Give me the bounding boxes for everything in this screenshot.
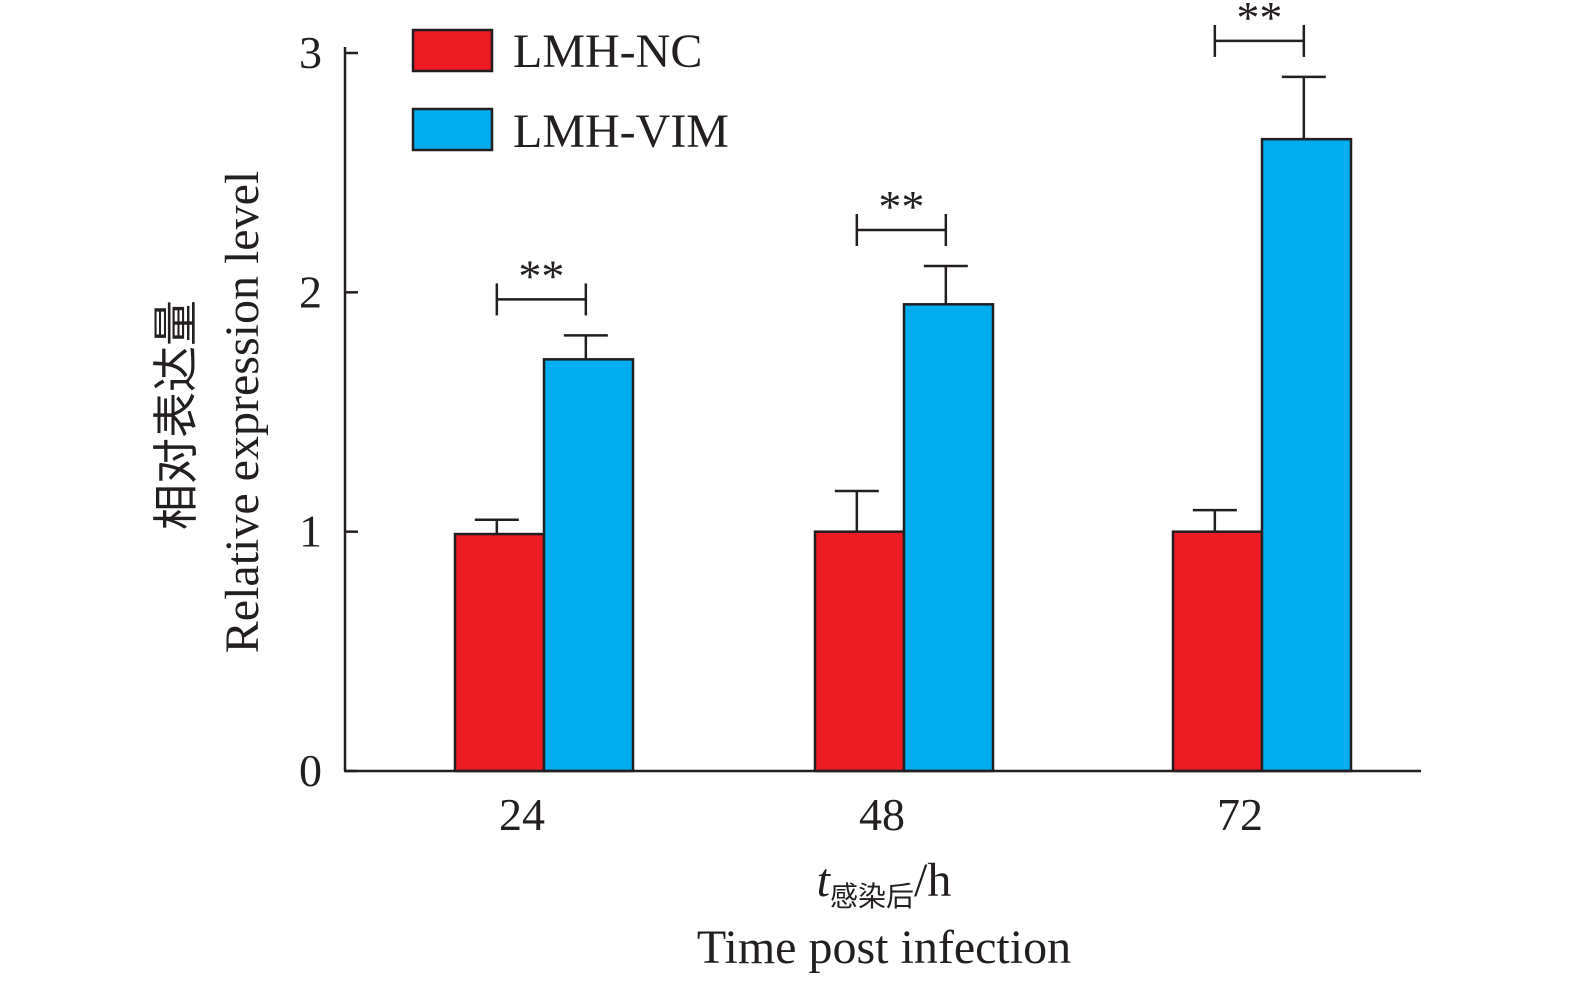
y-tick-label: 3: [299, 27, 322, 78]
bar-lmh-vim-72: [1260, 137, 1353, 773]
axes-layer: [343, 47, 1421, 773]
x-tick-label: 48: [859, 789, 905, 840]
legend-label-nc: LMH-NC: [513, 25, 702, 78]
x-tick-label: 72: [1217, 789, 1263, 840]
legend: LMH-NC LMH-VIM: [411, 25, 729, 158]
x-axis-label-symbol: t感染后/h: [817, 854, 952, 913]
x-axis-label: t感染后/h Time post infection: [697, 854, 1071, 974]
x-label-sub: 感染后: [830, 881, 914, 913]
x-ticks: 24 48 72: [499, 789, 1263, 840]
bar-lmh-nc-24: [453, 532, 546, 773]
x-label-var: t: [817, 854, 832, 907]
bar-lmh-nc-48: [813, 530, 906, 773]
y-ticks: 0 1 2 3: [299, 27, 358, 796]
legend-label-vim: LMH-VIM: [513, 105, 729, 158]
x-tick-label: 24: [499, 789, 545, 840]
legend-swatch-vim: [411, 107, 494, 152]
significance-label: **: [1236, 0, 1282, 43]
x-axis-label-en: Time post infection: [697, 921, 1071, 974]
y-tick-label: 1: [299, 506, 322, 557]
legend-swatch-nc: [411, 28, 494, 73]
significance-label: **: [518, 250, 564, 301]
significance-label: **: [878, 181, 924, 232]
y-axis-label: 相对表达量 Relative expression level: [151, 171, 269, 654]
bar-lmh-vim-24: [542, 358, 635, 773]
y-tick-label: 2: [299, 266, 322, 317]
y-axis-label-cn: 相对表达量: [151, 300, 202, 530]
y-axis-label-en: Relative expression level: [216, 171, 269, 654]
bar-lmh-nc-72: [1171, 530, 1264, 773]
significance-layer: ** ** **: [495, 0, 1306, 316]
y-tick-label: 0: [299, 745, 322, 796]
x-label-unit: /h: [914, 854, 951, 907]
bar-lmh-vim-48: [902, 303, 995, 773]
